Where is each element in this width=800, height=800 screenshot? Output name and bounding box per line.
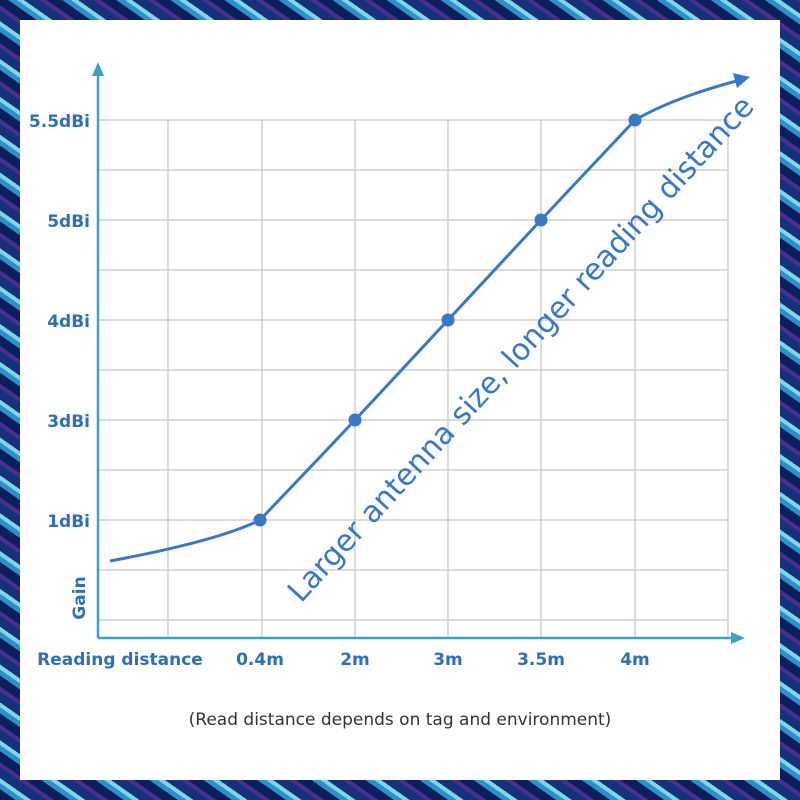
y-tick-label: 5.5dBi <box>29 112 90 132</box>
y-tick-label: 3dBi <box>47 412 90 432</box>
x-axis-arrow <box>731 632 745 644</box>
curve-tail <box>634 78 741 122</box>
y-tick-label: 1dBi <box>47 512 90 532</box>
panel <box>20 20 780 780</box>
x-axis-title: Reading distance <box>37 650 203 670</box>
y-tick-label: 4dBi <box>47 312 90 332</box>
point <box>253 513 267 527</box>
curve-arrow <box>733 73 750 88</box>
y-axis-title: Gain <box>70 576 90 619</box>
x-tick-label: 3m <box>433 650 463 670</box>
y-tick-label: 5dBi <box>47 212 90 232</box>
x-tick-label: 0.4m <box>236 650 284 670</box>
point <box>348 413 362 427</box>
footnote: (Read distance depends on tag and enviro… <box>189 710 612 730</box>
y-axis-arrow <box>92 62 104 76</box>
curve-tail <box>109 518 261 563</box>
grid <box>98 119 729 638</box>
point <box>441 313 455 327</box>
x-tick-label: 4m <box>620 650 650 670</box>
x-tick-label: 2m <box>340 650 370 670</box>
point <box>628 113 642 127</box>
point <box>534 213 548 227</box>
x-tick-label: 3.5m <box>517 650 565 670</box>
